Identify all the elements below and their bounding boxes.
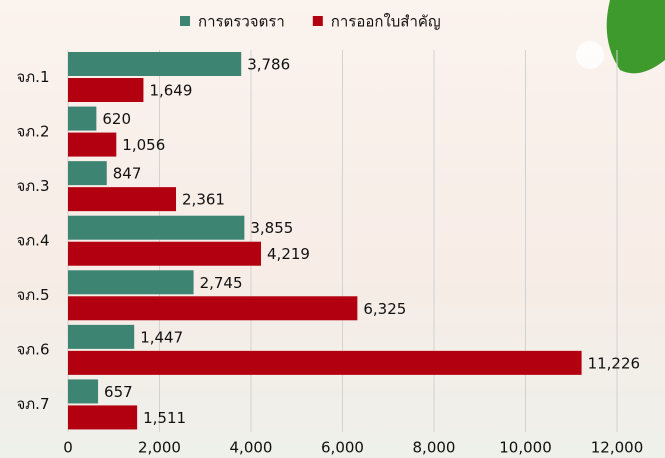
chart: 0 2,000 4,000 6,000 8,000 10,000 12,000 การตรวจ… <box>0 0 665 458</box>
value-label: 1,056 <box>122 136 165 154</box>
y-tick-label: จภ.5 <box>17 286 50 304</box>
bar <box>68 405 137 429</box>
bar <box>68 107 96 131</box>
bar <box>68 133 116 157</box>
x-tick-label: 8,000 <box>413 439 456 457</box>
value-label: 2,361 <box>182 191 225 209</box>
value-label: 657 <box>104 383 133 401</box>
value-label: 3,855 <box>250 219 293 237</box>
decoration <box>607 0 665 73</box>
bar <box>68 270 194 294</box>
x-tick-label: 10,000 <box>499 439 552 457</box>
legend-swatch <box>180 16 190 26</box>
value-label: 3,786 <box>247 56 290 74</box>
bar <box>68 379 98 403</box>
value-label: 2,745 <box>200 274 243 292</box>
value-label: 620 <box>102 110 131 128</box>
bar <box>68 325 134 349</box>
bar <box>68 52 241 76</box>
value-label: 1,511 <box>143 409 186 427</box>
bar <box>68 351 582 375</box>
value-label: 1,447 <box>140 328 183 346</box>
legend-swatch <box>313 16 323 26</box>
bar <box>68 242 261 266</box>
y-tick-label: จภ.7 <box>17 395 50 413</box>
value-label: 6,325 <box>363 300 406 318</box>
x-tick-label: 0 <box>63 439 73 457</box>
y-tick-label: จภ.3 <box>17 177 50 195</box>
decoration <box>576 41 604 69</box>
y-tick-label: จภ.6 <box>17 341 50 359</box>
bar <box>68 161 107 185</box>
bar <box>68 296 357 320</box>
x-tick-label: 12,000 <box>591 439 644 457</box>
bar <box>68 216 244 240</box>
value-label: 4,219 <box>267 245 310 263</box>
bar <box>68 78 143 102</box>
y-tick-label: จภ.4 <box>17 232 50 250</box>
x-tick-label: 6,000 <box>321 439 364 457</box>
y-tick-label: จภ.1 <box>17 68 50 86</box>
legend-label: การออกใบสำคัญ <box>331 13 441 31</box>
legend-label: การตรวจตรา <box>198 13 285 31</box>
value-label: 1,649 <box>149 82 192 100</box>
y-tick-label: จภ.2 <box>17 122 50 140</box>
value-label: 847 <box>113 165 142 183</box>
bar <box>68 187 176 211</box>
x-tick-label: 4,000 <box>230 439 273 457</box>
value-label: 11,226 <box>588 354 641 372</box>
x-tick-label: 2,000 <box>138 439 181 457</box>
